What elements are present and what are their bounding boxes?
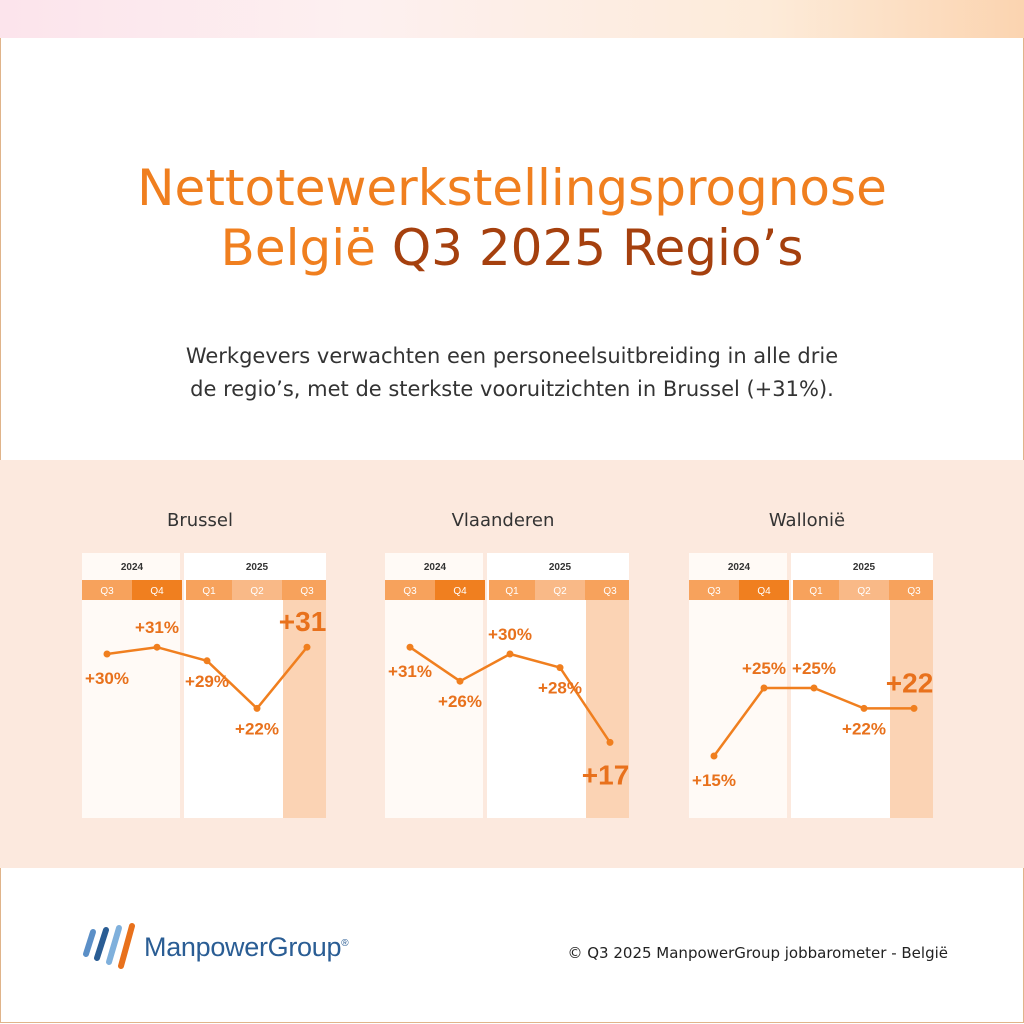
data-label: +31%: [135, 618, 179, 637]
data-label: +31%: [279, 606, 326, 637]
data-point: [253, 704, 261, 712]
chart-band: Brussel 2024 2025 Q3 Q4 Q1 Q2 Q3 +30% +31% +29% +2…: [0, 460, 1024, 868]
quarter-label: Q3: [100, 586, 114, 597]
chart-panel-vlaanderen: Vlaanderen 2024 2025 Q3 Q4 Q1 Q2 Q3 +31% +26% +30…: [377, 460, 629, 868]
quarter-label: Q3: [603, 586, 617, 597]
copyright-text: © Q3 2025 ManpowerGroup jobbarometer - B…: [567, 944, 948, 962]
manpowergroup-logo-icon: [83, 923, 135, 969]
data-point: [860, 704, 868, 712]
quarter-cell: [232, 580, 282, 600]
year-label: 2025: [549, 562, 572, 573]
year-label: 2025: [853, 562, 876, 573]
quarter-cell: [585, 580, 629, 600]
data-point: [506, 650, 514, 658]
quarter-label: Q3: [300, 586, 314, 597]
year-label: 2024: [728, 562, 751, 573]
quarter-label: Q2: [250, 586, 264, 597]
year-label: 2024: [424, 562, 447, 573]
quarter-label: Q3: [907, 586, 921, 597]
year-label: 2024: [121, 562, 144, 573]
chart-svg-brussel: 2024 2025 Q3 Q4 Q1 Q2 Q3 +30% +31% +29% +22% +31%: [82, 553, 326, 818]
data-label: +30%: [85, 669, 129, 688]
data-point: [910, 704, 918, 712]
quarter-cell: [282, 580, 326, 600]
quarter-cell: [793, 580, 839, 600]
data-point: [203, 657, 211, 665]
quarter-cell: [535, 580, 585, 600]
highlight-column: [586, 600, 629, 818]
quarter-label: Q1: [809, 586, 823, 597]
data-label: +25%: [742, 659, 786, 678]
data-label: +15%: [692, 771, 736, 790]
data-point: [556, 664, 564, 672]
year-label: 2025: [246, 562, 269, 573]
chart-title: Vlaanderen: [451, 510, 555, 531]
quarter-cell: [689, 580, 739, 600]
title-country: België: [220, 219, 376, 277]
quarter-cell: [435, 580, 485, 600]
logo-name: ManpowerGroup: [144, 932, 342, 962]
quarter-cell: [132, 580, 182, 600]
data-point: [303, 643, 311, 651]
quarter-label: Q1: [505, 586, 519, 597]
chart-svg-vlaanderen: 2024 2025 Q3 Q4 Q1 Q2 Q3 +31% +26% +30% +28% +17%: [385, 553, 629, 818]
quarter-cell: [889, 580, 933, 600]
chart-panel-wallonie: Wallonië 2024 2025 Q3 Q4 Q1 Q2 Q3 +15% +25% +25% +…: [681, 460, 933, 868]
quarter-cell: [82, 580, 132, 600]
data-point: [760, 684, 768, 692]
data-point: [103, 650, 111, 658]
data-point: [456, 677, 464, 685]
quarter-cell: [489, 580, 535, 600]
title-line-2: België Q3 2025 Regio’s: [0, 218, 1024, 278]
data-point: [406, 643, 414, 651]
data-point: [710, 752, 718, 760]
highlight-column: [283, 600, 326, 818]
data-point: [606, 738, 614, 746]
quarter-label: Q1: [202, 586, 216, 597]
quarter-label: Q4: [757, 586, 771, 597]
quarter-cell: [385, 580, 435, 600]
top-gradient-band: [0, 0, 1024, 38]
quarter-cell: [186, 580, 232, 600]
data-label: +22%: [886, 667, 933, 698]
logo-text: ManpowerGroup®: [144, 932, 349, 963]
data-label: +22%: [842, 719, 886, 738]
title-period: Q3 2025 Regio’s: [391, 219, 804, 277]
page-title: Nettotewerkstellingsprognose België Q3 2…: [0, 158, 1024, 278]
data-label: +28%: [538, 679, 582, 698]
quarter-label: Q4: [453, 586, 467, 597]
logo-registered-mark: ®: [341, 938, 349, 949]
data-label: +22%: [235, 719, 279, 738]
title-line-1: Nettotewerkstellingsprognose: [137, 159, 887, 217]
quarter-label: Q3: [707, 586, 721, 597]
quarter-label: Q2: [553, 586, 567, 597]
quarter-label: Q3: [403, 586, 417, 597]
chart-svg-wallonie: 2024 2025 Q3 Q4 Q1 Q2 Q3 +15% +25% +25% +22% +22%: [689, 553, 933, 818]
chart-panel-brussel: Brussel 2024 2025 Q3 Q4 Q1 Q2 Q3 +30% +31% +29% +2…: [74, 460, 326, 868]
data-label: +30%: [488, 625, 532, 644]
subtitle-line-1: Werkgevers verwachten een personeelsuitb…: [185, 344, 839, 368]
data-label: +31%: [388, 662, 432, 681]
chart-title: Brussel: [167, 510, 233, 531]
chart-title: Wallonië: [768, 510, 846, 531]
quarter-label: Q2: [857, 586, 871, 597]
data-label: +29%: [185, 672, 229, 691]
data-label: +25%: [792, 659, 836, 678]
quarter-cell: [839, 580, 889, 600]
subtitle-line-2: de regio’s, met de sterkste vooruitzicht…: [190, 377, 834, 401]
subtitle: Werkgevers verwachten een personeelsuitb…: [0, 340, 1024, 406]
data-point: [810, 684, 818, 692]
data-label: +17%: [582, 759, 629, 790]
quarter-cell: [739, 580, 789, 600]
data-point: [153, 643, 161, 651]
data-label: +26%: [438, 692, 482, 711]
quarter-label: Q4: [150, 586, 164, 597]
